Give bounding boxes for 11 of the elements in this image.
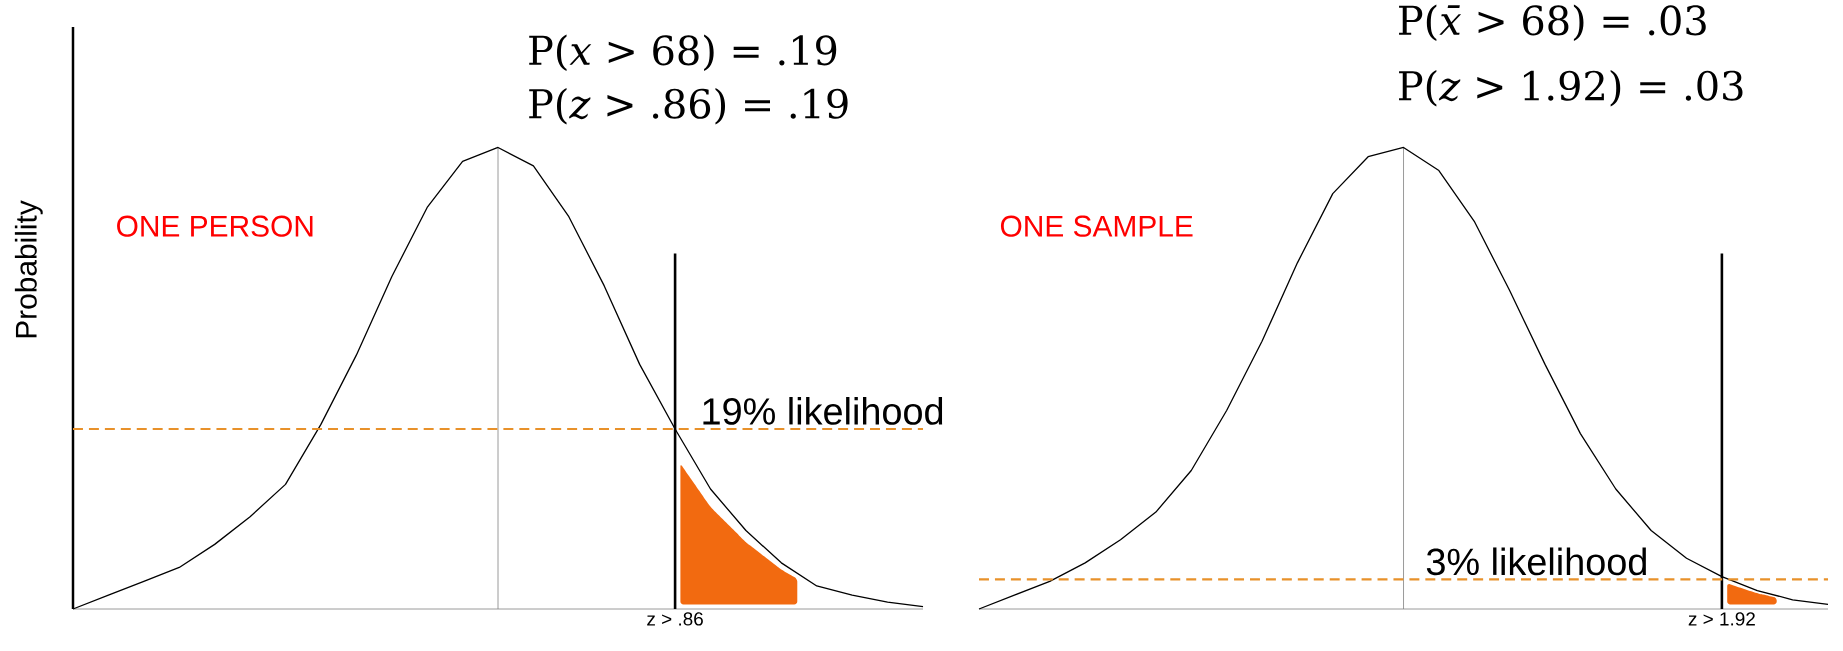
ref-line-label: 3% likelihood (1426, 547, 1646, 576)
ref-line-label: 19% likelihood (703, 396, 943, 425)
text: P(x̄ > 68) = .03 (1399, 4, 1706, 42)
text: z > 1.92 (1688, 612, 1755, 626)
text: P(x > 68) = .19 (529, 34, 837, 72)
text: P(z > 1.92) = .03 (1399, 69, 1743, 107)
y-axis-title: Probability (14, 200, 43, 338)
text: z > .86 (647, 612, 703, 626)
text: P(z > .86) = .19 (529, 87, 848, 125)
text: ONE SAMPLE (1000, 215, 1193, 237)
text: ONE PERSON (117, 215, 313, 237)
